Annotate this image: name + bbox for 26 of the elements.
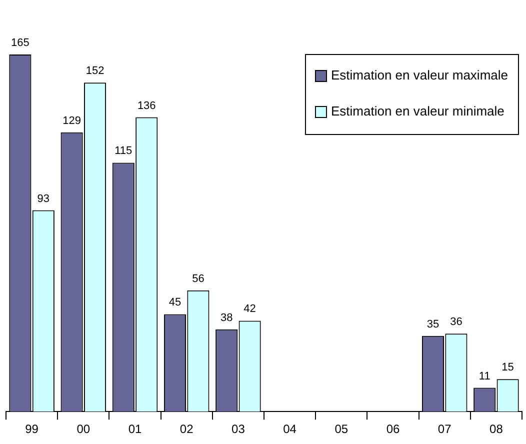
- x-tick-label: 01: [128, 422, 142, 436]
- data-label: 115: [114, 145, 132, 158]
- data-label: 152: [86, 65, 104, 78]
- data-label: 93: [37, 192, 50, 205]
- data-label: 36: [450, 316, 462, 328]
- legend-label: Estimation en valeur maximale: [330, 68, 508, 83]
- data-label: 42: [244, 303, 256, 316]
- data-label: 45: [168, 296, 182, 309]
- data-label: 165: [11, 37, 30, 49]
- data-label: 129: [62, 114, 81, 127]
- data-label: 11: [478, 370, 490, 382]
- x-tick-label: 02: [180, 422, 194, 436]
- x-tick-label: 05: [334, 422, 348, 436]
- x-tick-label: 99: [25, 422, 39, 436]
- x-tick-label: 06: [386, 422, 400, 436]
- data-label: 35: [426, 318, 440, 330]
- data-label: 136: [137, 100, 156, 112]
- data-label: 15: [502, 362, 514, 374]
- data-label: 56: [192, 272, 204, 285]
- x-tick-label: 07: [438, 422, 452, 436]
- x-tick-label: 00: [76, 422, 90, 436]
- legend-label: Estimation en valeur minimale: [330, 104, 504, 119]
- x-tick-label: 08: [490, 422, 504, 436]
- x-tick-label: 04: [283, 422, 297, 436]
- data-label: 38: [220, 312, 233, 324]
- x-tick-label: 03: [232, 422, 246, 436]
